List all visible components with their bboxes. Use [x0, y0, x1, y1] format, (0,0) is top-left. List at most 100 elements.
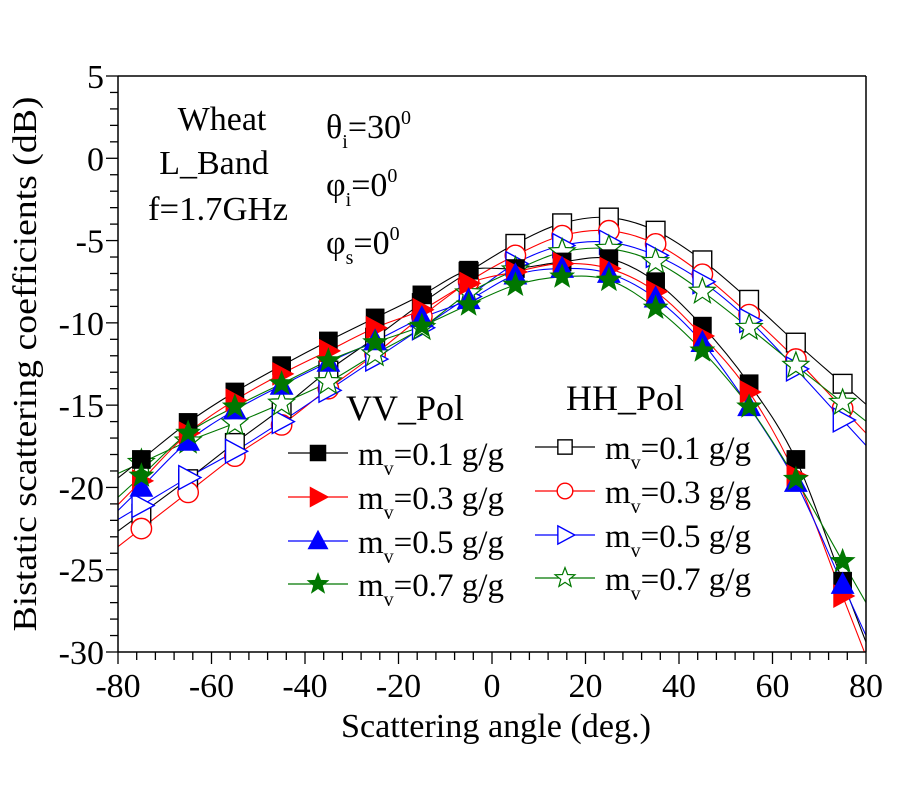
legend: VV_Pol HH_Pol mv=0.1 g/gmv=0.3 g/gmv=0.5… [288, 378, 751, 611]
annotation-phi-s: φs=00 [326, 223, 400, 269]
data-point [362, 329, 389, 354]
legend-entry: mv=0.1 g/g [288, 437, 504, 480]
legend-label: mv=0.1 g/g [605, 431, 751, 474]
annotation-frequency: f=1.7GHz [148, 191, 288, 228]
y-tick-label: 0 [87, 141, 104, 178]
y-tick-label: -15 [59, 388, 104, 425]
data-point [175, 419, 202, 445]
data-point [221, 393, 248, 418]
legend-label: mv=0.5 g/g [605, 519, 751, 562]
legend-label-sub: v [384, 589, 394, 611]
legend-marker [557, 439, 573, 455]
data-point [408, 312, 435, 338]
legend-entry: mv=0.1 g/g [535, 431, 751, 474]
data-point [130, 517, 153, 540]
legend-label-m: m [358, 525, 384, 561]
legend-marker [306, 572, 330, 594]
annotation-crop: Wheat [178, 101, 267, 138]
data-point [178, 464, 203, 491]
legend-marker [309, 444, 327, 462]
phi-i-symbol: φ [326, 167, 346, 204]
data-point [781, 350, 811, 378]
data-point [267, 388, 297, 416]
y-tick-label: -25 [59, 553, 104, 590]
data-point [129, 474, 154, 497]
y-tick-label: -20 [59, 470, 104, 507]
data-point [689, 337, 716, 362]
data-point [313, 366, 343, 395]
legend-label-value: =0.1 g/g [641, 431, 751, 467]
axes [106, 75, 867, 664]
theta-value: =30 [348, 109, 401, 146]
legend-label: mv=0.5 g/g [358, 525, 504, 568]
data-point [734, 312, 764, 341]
data-point [224, 438, 250, 465]
data-point [459, 271, 482, 296]
legend-title-hh: HH_Pol [566, 378, 684, 418]
phi-i-sub: i [346, 189, 352, 211]
legend-label-sub: v [631, 452, 641, 474]
x-axis-title: Scattering angle (deg.) [341, 708, 651, 745]
phi-i-sup: 0 [387, 165, 397, 187]
data-point [271, 408, 296, 435]
legend-entry: mv=0.7 g/g [288, 568, 504, 611]
series-markers [126, 207, 858, 608]
annotation-block: Wheat L_Band f=1.7GHz θi=300 φi=00 φs=00 [148, 101, 411, 269]
legend-label-sub: v [631, 496, 641, 518]
data-point [739, 380, 762, 404]
data-point [176, 428, 201, 451]
legend-label-value: =0.5 g/g [394, 525, 504, 561]
svg-text:θi=300: θi=300 [326, 107, 411, 153]
legend-label: mv=0.3 g/g [605, 475, 751, 518]
legend-label-m: m [605, 562, 631, 598]
y-tick-label: -5 [76, 224, 104, 261]
phi-s-sup: 0 [390, 223, 400, 245]
data-point [832, 406, 857, 434]
data-point [828, 387, 858, 416]
x-tick-label: -20 [376, 668, 421, 705]
x-tick-label: -80 [95, 668, 140, 705]
legend-label-m: m [358, 481, 384, 517]
legend-marker [553, 565, 577, 588]
legend-entry: mv=0.5 g/g [288, 525, 504, 568]
legend-label-m: m [358, 437, 384, 473]
legend-entry: mv=0.7 g/g [535, 562, 751, 605]
data-point [365, 315, 388, 340]
data-point [268, 370, 295, 395]
annotation-band: L_Band [159, 145, 269, 182]
x-tick-label: 60 [756, 668, 790, 705]
series-line-2 [118, 267, 866, 637]
legend-label-value: =0.5 g/g [641, 519, 751, 555]
data-point [131, 492, 156, 519]
legend-entry: mv=0.3 g/g [288, 481, 504, 524]
legend-title-vv: VV_Pol [346, 388, 464, 428]
data-point [412, 285, 432, 305]
phi-s-sub: s [346, 247, 354, 269]
data-point [830, 571, 855, 594]
phi-s-symbol: φ [326, 225, 346, 262]
legend-marker [557, 524, 577, 546]
legend-label-m: m [605, 475, 631, 511]
legend-label-sub: v [384, 458, 394, 480]
tick-labels: -80 -60 -40 -20 0 20 40 60 80 5 0 -5 -10 -15 -20 -25 -30 [59, 59, 883, 705]
svg-text:φs=00: φs=00 [326, 223, 400, 269]
annotation-phi-i: φi=00 [326, 165, 397, 211]
data-point [132, 450, 151, 469]
data-point [687, 276, 717, 304]
phi-i-value: =0 [351, 167, 387, 204]
legend-label-value: =0.3 g/g [641, 475, 751, 511]
x-tick-label: -60 [189, 668, 234, 705]
series-markers-3 [128, 263, 856, 573]
theta-symbol: θ [326, 109, 342, 146]
y-tick-label: -10 [59, 306, 104, 343]
legend-label-m: m [358, 568, 384, 604]
legend-label-value: =0.7 g/g [641, 562, 751, 598]
legend-label-sub: v [631, 583, 641, 605]
legend-marker [307, 529, 329, 550]
phi-s-value: =0 [353, 225, 389, 262]
legend-entry: mv=0.3 g/g [535, 475, 751, 518]
legend-entry: mv=0.5 g/g [535, 519, 751, 562]
theta-sub: i [342, 131, 348, 153]
data-point [736, 393, 763, 418]
